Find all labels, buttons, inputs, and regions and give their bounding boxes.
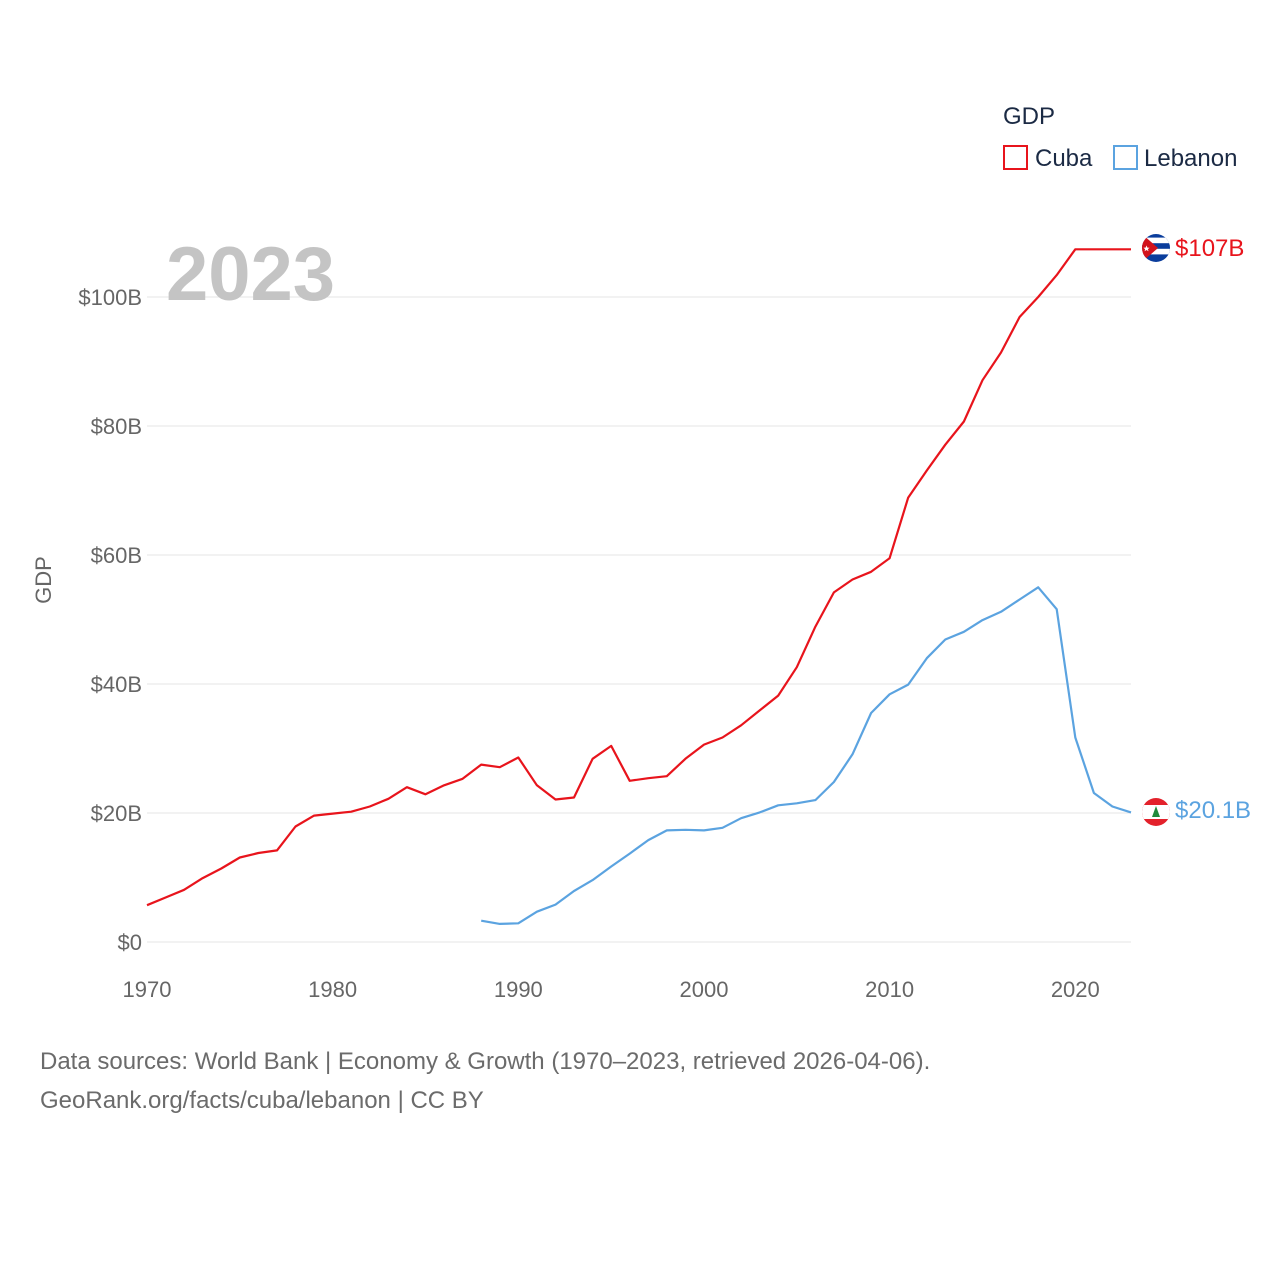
footer-sources: Data sources: World Bank | Economy & Gro…	[40, 1048, 931, 1075]
lebanon-flag-icon	[1142, 798, 1170, 826]
end-label-cuba: $107B	[1175, 235, 1244, 262]
year-label: 2023	[166, 232, 335, 317]
end-label-lebanon: $20.1B	[1175, 797, 1251, 824]
x-tick-label: 2000	[680, 977, 729, 1002]
x-tick-label: 2010	[865, 977, 914, 1002]
legend-swatch-cuba[interactable]	[1003, 145, 1028, 170]
y-tick-label: $100B	[78, 285, 142, 310]
y-tick-label: $60B	[91, 543, 142, 568]
x-tick-label: 1990	[494, 977, 543, 1002]
x-axis-ticks: 1970 1980 1990 2000 2010 2020	[123, 977, 1100, 1002]
y-tick-label: $80B	[91, 414, 142, 439]
legend-title: GDP	[1003, 103, 1055, 130]
gridlines	[147, 296, 1131, 943]
y-tick-label: $40B	[91, 672, 142, 697]
legend: GDP Cuba Lebanon	[1003, 103, 1237, 172]
series-line-cuba[interactable]	[146, 248, 1131, 907]
legend-swatch-lebanon[interactable]	[1113, 145, 1138, 170]
y-tick-label: $20B	[91, 801, 142, 826]
y-axis-ticks: $0 $20B $40B $60B $80B $100B	[78, 285, 142, 955]
x-tick-label: 1970	[123, 977, 172, 1002]
cuba-flag-icon	[1142, 234, 1170, 262]
footer-attribution[interactable]: GeoRank.org/facts/cuba/lebanon | CC BY	[40, 1087, 484, 1114]
x-tick-label: 1980	[308, 977, 357, 1002]
legend-label-cuba[interactable]: Cuba	[1035, 145, 1093, 172]
legend-label-lebanon[interactable]: Lebanon	[1144, 145, 1237, 172]
y-axis-label: GDP	[31, 556, 56, 604]
series-line-lebanon[interactable]	[481, 586, 1132, 925]
gdp-line-chart: $0 $20B $40B $60B $80B $100B 1970 1980 1990 2000…	[31, 103, 1251, 1002]
y-tick-label: $0	[118, 930, 142, 955]
series-lines	[146, 248, 1132, 925]
x-tick-label: 2020	[1051, 977, 1100, 1002]
footer: Data sources: World Bank | Economy & Gro…	[40, 1042, 930, 1120]
